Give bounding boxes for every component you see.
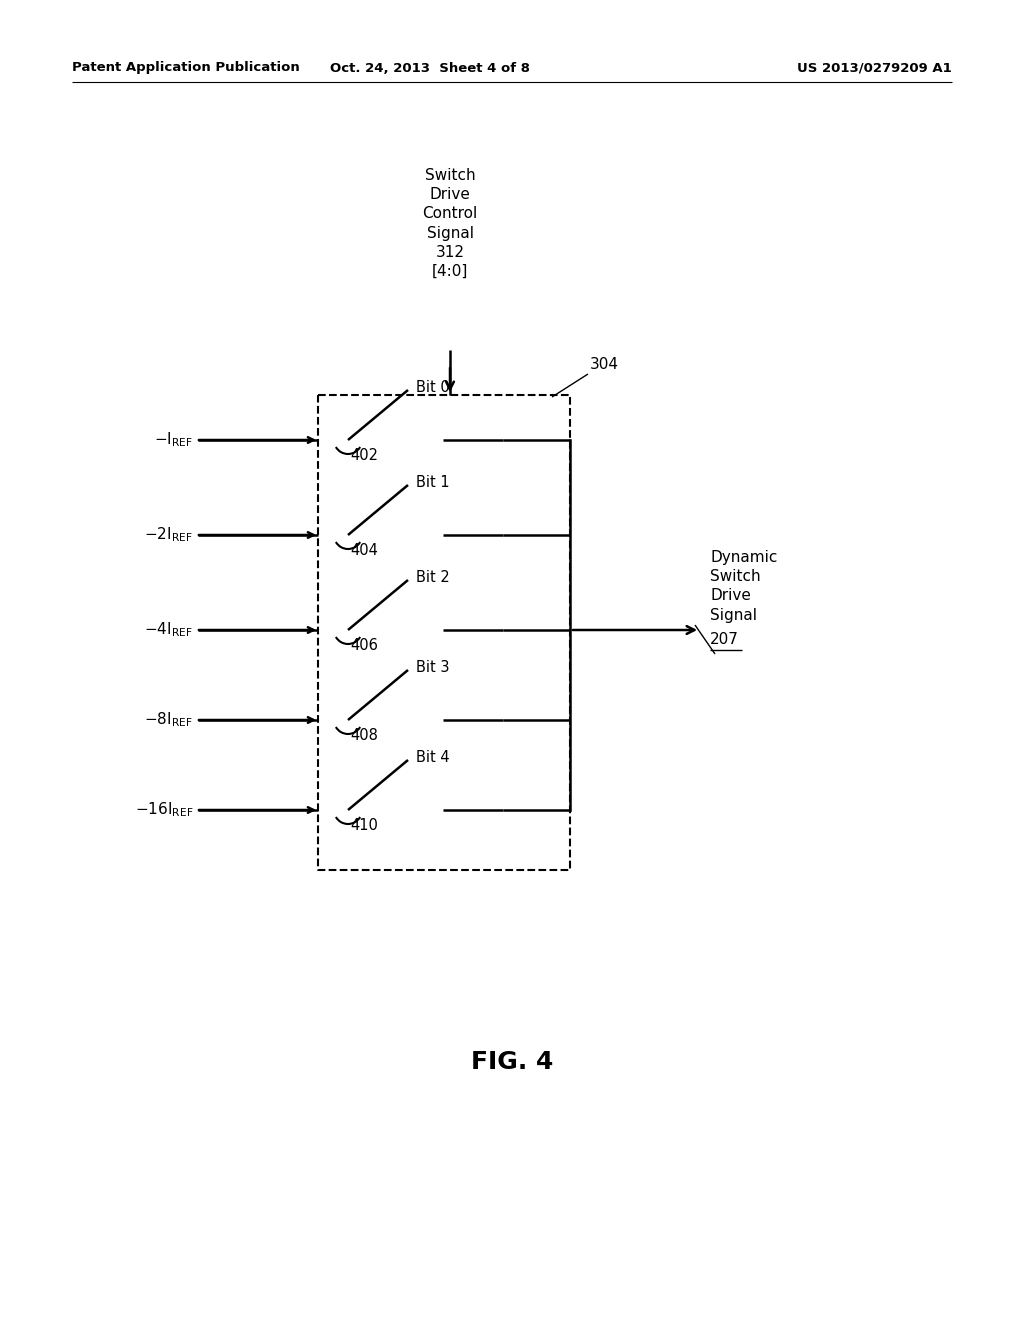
Text: 304: 304: [590, 356, 618, 372]
Text: Bit 0: Bit 0: [416, 380, 450, 395]
Text: 408: 408: [350, 729, 378, 743]
Text: US 2013/0279209 A1: US 2013/0279209 A1: [798, 62, 952, 74]
Text: Bit 2: Bit 2: [416, 570, 450, 585]
Text: $\mathregular{-8I_{REF}}$: $\mathregular{-8I_{REF}}$: [144, 710, 193, 730]
Text: Dynamic
Switch
Drive
Signal: Dynamic Switch Drive Signal: [710, 550, 777, 623]
Text: FIG. 4: FIG. 4: [471, 1049, 553, 1074]
Text: 410: 410: [350, 818, 378, 833]
Text: 207: 207: [710, 632, 739, 647]
Text: 404: 404: [350, 543, 378, 558]
Text: Bit 1: Bit 1: [416, 475, 450, 490]
Text: $\mathregular{-2I_{REF}}$: $\mathregular{-2I_{REF}}$: [144, 525, 193, 544]
Text: Bit 4: Bit 4: [416, 750, 450, 766]
Text: Switch
Drive
Control
Signal
312
[4:0]: Switch Drive Control Signal 312 [4:0]: [422, 168, 477, 279]
Text: $\mathregular{-16I_{REF}}$: $\mathregular{-16I_{REF}}$: [134, 801, 193, 820]
Text: $\mathregular{-I_{REF}}$: $\mathregular{-I_{REF}}$: [154, 430, 193, 449]
Text: 402: 402: [350, 447, 378, 463]
Text: Oct. 24, 2013  Sheet 4 of 8: Oct. 24, 2013 Sheet 4 of 8: [330, 62, 530, 74]
Text: Bit 3: Bit 3: [416, 660, 450, 675]
Text: $\mathregular{-4I_{REF}}$: $\mathregular{-4I_{REF}}$: [144, 620, 193, 639]
Text: Patent Application Publication: Patent Application Publication: [72, 62, 300, 74]
Text: 406: 406: [350, 638, 378, 653]
